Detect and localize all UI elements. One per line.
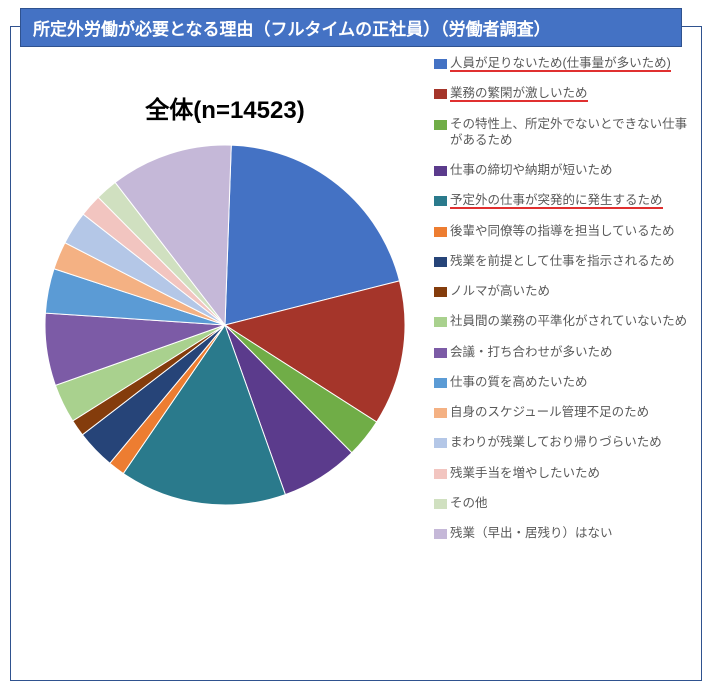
legend-label: その特性上、所定外でないとできない仕事があるため: [450, 116, 694, 149]
legend-item: 人員が足りないため(仕事量が多いため): [434, 55, 694, 71]
legend-label: その他: [450, 495, 694, 511]
page-title: 所定外労働が必要となる理由（フルタイムの正社員）（労働者調査）: [33, 20, 551, 39]
legend-label: 予定外の仕事が突発的に発生するため: [450, 192, 694, 208]
legend-label: 自身のスケジュール管理不足のため: [450, 404, 694, 420]
legend-label: 仕事の質を高めたいため: [450, 374, 694, 390]
legend-item: 仕事の締切や納期が短いため: [434, 162, 694, 178]
legend-item: 業務の繁閑が激しいため: [434, 85, 694, 101]
legend-item: 会議・打ち合わせが多いため: [434, 344, 694, 360]
legend-swatch: [434, 438, 447, 448]
legend-swatch: [434, 196, 447, 206]
legend-swatch: [434, 59, 447, 69]
legend-item: 後輩や同僚等の指導を担当しているため: [434, 223, 694, 239]
pie-holder: [40, 140, 410, 510]
legend-label: 社員間の業務の平準化がされていないため: [450, 313, 694, 329]
legend-swatch: [434, 89, 447, 99]
legend-swatch: [434, 348, 447, 358]
legend-label: まわりが残業しており帰りづらいため: [450, 434, 694, 450]
title-bar: 所定外労働が必要となる理由（フルタイムの正社員）（労働者調査）: [20, 8, 682, 47]
legend-item: その特性上、所定外でないとできない仕事があるため: [434, 116, 694, 149]
legend: 人員が足りないため(仕事量が多いため) 業務の繁閑が激しいためその特性上、所定外で…: [434, 55, 694, 676]
legend-item: 残業手当を増やしたいため: [434, 465, 694, 481]
legend-label: 後輩や同僚等の指導を担当しているため: [450, 223, 694, 239]
legend-swatch: [434, 227, 447, 237]
legend-label: 残業手当を増やしたいため: [450, 465, 694, 481]
legend-label: 残業（早出・居残り）はない: [450, 525, 694, 541]
legend-swatch: [434, 317, 447, 327]
legend-label: 会議・打ち合わせが多いため: [450, 344, 694, 360]
legend-label: ノルマが高いため: [450, 283, 694, 299]
legend-item: 仕事の質を高めたいため: [434, 374, 694, 390]
legend-label-text: 予定外の仕事が突発的に発生するため: [450, 193, 663, 209]
legend-swatch: [434, 287, 447, 297]
legend-item: 自身のスケジュール管理不足のため: [434, 404, 694, 420]
legend-item: その他: [434, 495, 694, 511]
legend-swatch: [434, 120, 447, 130]
legend-label: 仕事の締切や納期が短いため: [450, 162, 694, 178]
legend-label-text: 業務の繁閑が激しいため: [450, 86, 588, 102]
legend-swatch: [434, 408, 447, 418]
legend-swatch: [434, 469, 447, 479]
legend-label-text: 人員が足りないため(仕事量が多いため): [450, 56, 671, 72]
legend-swatch: [434, 529, 447, 539]
chart-area: 全体(n=14523): [15, 55, 435, 676]
root: 所定外労働が必要となる理由（フルタイムの正社員）（労働者調査） 全体(n=145…: [0, 0, 712, 691]
legend-item: ノルマが高いため: [434, 283, 694, 299]
legend-swatch: [434, 166, 447, 176]
legend-item: 残業を前提として仕事を指示されるため: [434, 253, 694, 269]
legend-label: 残業を前提として仕事を指示されるため: [450, 253, 694, 269]
legend-swatch: [434, 499, 447, 509]
chart-title: 全体(n=14523): [15, 90, 435, 125]
pie-chart: [40, 140, 410, 510]
legend-label: 人員が足りないため(仕事量が多いため): [450, 55, 694, 71]
legend-swatch: [434, 257, 447, 267]
legend-swatch: [434, 378, 447, 388]
legend-item: まわりが残業しており帰りづらいため: [434, 434, 694, 450]
legend-item: 社員間の業務の平準化がされていないため: [434, 313, 694, 329]
legend-label: 業務の繁閑が激しいため: [450, 85, 694, 101]
legend-item: 予定外の仕事が突発的に発生するため: [434, 192, 694, 208]
legend-item: 残業（早出・居残り）はない: [434, 525, 694, 541]
